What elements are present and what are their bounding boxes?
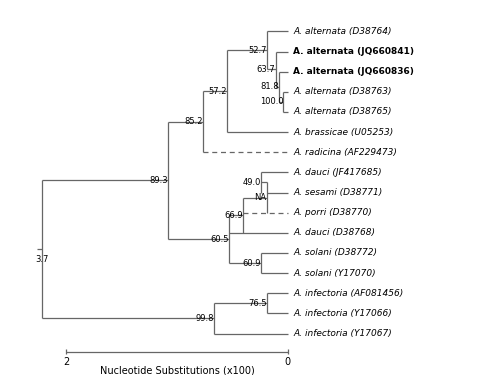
Text: A. solani (Y17070): A. solani (Y17070) [294,268,376,278]
Text: A. dauci (D38768): A. dauci (D38768) [294,228,376,237]
Text: 100.0: 100.0 [260,98,283,106]
Text: 76.5: 76.5 [248,299,266,308]
Text: A. dauci (JF417685): A. dauci (JF417685) [294,168,382,177]
Text: A. infectoria (AF081456): A. infectoria (AF081456) [294,289,404,298]
Text: 63.7: 63.7 [257,64,276,74]
Text: A. alternata (D38764): A. alternata (D38764) [294,27,392,36]
Text: A. sesami (D38771): A. sesami (D38771) [294,188,382,197]
Text: A. porri (D38770): A. porri (D38770) [294,208,372,217]
Text: A. alternata (D38763): A. alternata (D38763) [294,87,392,96]
Text: 57.2: 57.2 [208,87,227,96]
Text: 66.9: 66.9 [225,211,244,220]
Text: A. alternata (D38765): A. alternata (D38765) [294,108,392,117]
Text: 81.8: 81.8 [261,82,280,91]
Text: A. brassicae (U05253): A. brassicae (U05253) [294,128,394,136]
Text: 2: 2 [63,357,70,367]
Text: 3.7: 3.7 [36,255,49,264]
Text: 60.5: 60.5 [210,235,229,244]
Text: 60.9: 60.9 [242,258,261,267]
Text: A. infectoria (Y17066): A. infectoria (Y17066) [294,309,392,318]
Text: Nucleotide Substitutions (x100): Nucleotide Substitutions (x100) [100,366,254,375]
Text: 99.8: 99.8 [195,314,214,323]
Text: 85.2: 85.2 [184,117,203,126]
Text: A. radicina (AF229473): A. radicina (AF229473) [294,148,397,157]
Text: NA: NA [254,193,266,202]
Text: 49.0: 49.0 [243,178,261,187]
Text: 0: 0 [284,357,291,367]
Text: 52.7: 52.7 [248,46,266,55]
Text: A. solani (D38772): A. solani (D38772) [294,249,378,258]
Text: A. alternata (JQ660836): A. alternata (JQ660836) [294,67,414,76]
Text: A. infectoria (Y17067): A. infectoria (Y17067) [294,329,392,338]
Text: A. alternata (JQ660841): A. alternata (JQ660841) [294,47,414,56]
Text: 89.3: 89.3 [150,176,168,185]
